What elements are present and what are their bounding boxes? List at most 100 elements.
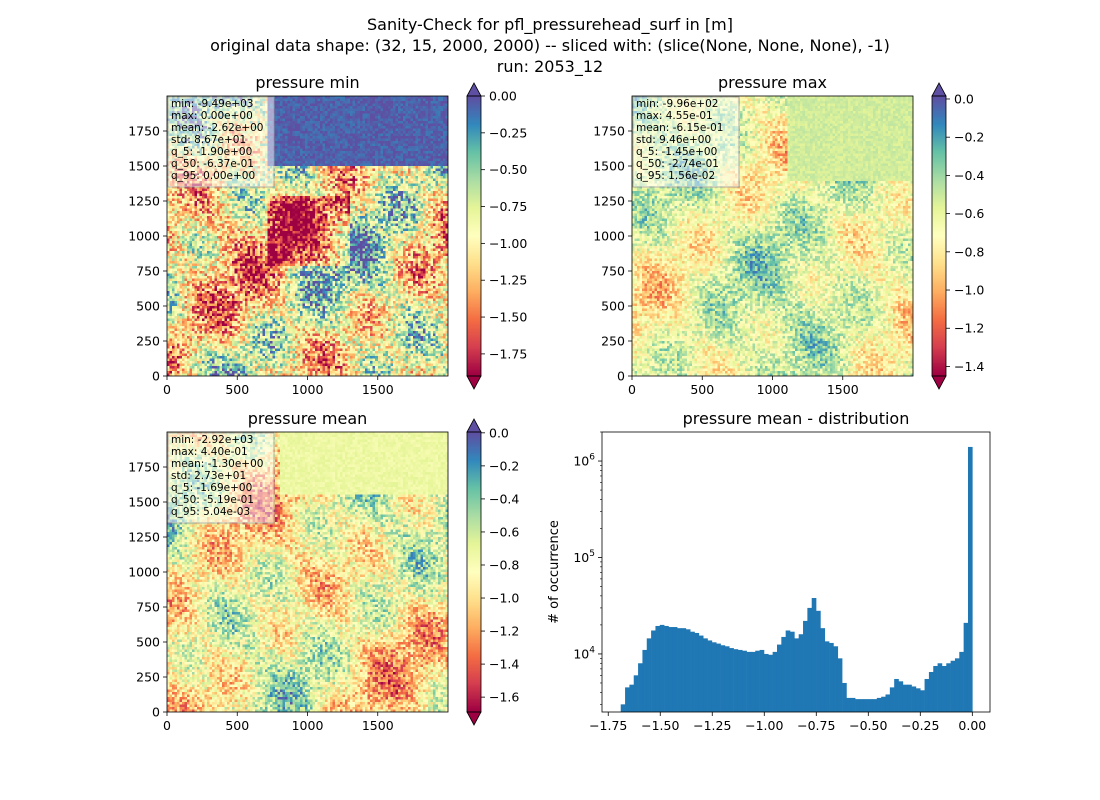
histogram-bar [711, 642, 717, 712]
histogram-bar [872, 699, 878, 712]
histogram-bar [729, 648, 734, 712]
histogram-bar [668, 627, 674, 712]
panels: pressure min 0 500 1000 1500 0 250 500 750 1000 12… [128, 73, 991, 733]
x-tick-label: 0 [163, 382, 171, 397]
panel-title: pressure min [255, 73, 359, 92]
y-tick-label: 1250 [128, 530, 160, 545]
histogram-bar [920, 690, 925, 712]
stats-line: q_95: 5.04e-03 [171, 506, 250, 518]
histogram-bar [664, 625, 669, 712]
colorbar-tick-label: −0.6 [489, 524, 519, 539]
y-tick-label: 1750 [593, 124, 625, 139]
stats-line: q_50: -2.74e-01 [636, 158, 719, 170]
colorbar-tick-label: −1.00 [489, 236, 527, 251]
histogram-bar [707, 640, 713, 712]
y-tick-label: 1250 [128, 194, 160, 209]
colorbar-gradient [467, 432, 481, 712]
histogram-bar [937, 663, 943, 712]
stats-line: std: 8.67e+01 [171, 134, 246, 146]
y-tick-label: 1750 [128, 124, 160, 139]
histogram-bar [963, 622, 969, 712]
colorbar-tick-label: −0.4 [489, 491, 519, 506]
colorbar-tick-label: −1.0 [954, 283, 984, 298]
stats-box-background [167, 96, 275, 188]
histogram-bar [772, 651, 778, 712]
histogram-bar [881, 696, 886, 712]
histogram-bar [811, 598, 817, 712]
x-tick-label: −1.75 [589, 718, 627, 733]
histogram-bar [941, 665, 947, 712]
histogram-bar [781, 636, 786, 712]
histogram-bar [737, 649, 743, 712]
histogram-bar [915, 688, 921, 712]
colorbar-tick-label: −1.0 [489, 591, 519, 606]
histogram-bar [837, 658, 843, 712]
histogram-bar [855, 699, 860, 712]
stats-line: q_95: 0.00e+00 [171, 170, 255, 182]
y-tick-label: 0 [617, 369, 625, 384]
colorbar-tick-label: −1.50 [489, 310, 527, 325]
histogram-bar [690, 631, 695, 712]
heatmap-panel-2: pressure max 0 500 1000 1500 0 250 500 750 1000 12… [593, 73, 984, 397]
histogram-bar [816, 610, 821, 712]
histogram-bar [911, 686, 917, 712]
histogram-bar [885, 694, 891, 712]
histogram-bar [642, 649, 648, 712]
histogram-bar [959, 651, 964, 712]
colorbar-tick-label: −1.6 [489, 690, 519, 705]
histogram-bar [763, 653, 769, 712]
colorbar-tick-label: −1.4 [489, 657, 519, 672]
stats-line: std: 2.73e+01 [171, 470, 246, 482]
histogram-bars [620, 446, 973, 712]
histogram-bar [629, 684, 635, 712]
y-tick-label: 250 [136, 670, 160, 685]
histogram-bar [698, 635, 704, 712]
histogram-bar [768, 654, 773, 712]
x-tick-label: 500 [225, 382, 249, 397]
y-tick-label: 104 [573, 645, 595, 661]
colorbar-tick-label: −0.6 [954, 206, 984, 221]
y-tick-label: 1000 [128, 229, 160, 244]
colorbar-tick-label: −1.2 [489, 624, 519, 639]
stats-line: q_50: -6.37e-01 [171, 158, 254, 170]
x-tick-label: 1500 [362, 382, 394, 397]
histogram-bar [746, 651, 752, 712]
histogram-bar [733, 649, 739, 712]
colorbar-tick-label: −0.2 [954, 130, 984, 145]
panel-title: pressure max [718, 73, 827, 92]
histogram-bar [902, 684, 908, 712]
colorbar-extend-top [931, 82, 947, 97]
histogram-bar [790, 631, 795, 712]
histogram-bar [798, 634, 804, 712]
histogram-bar [633, 675, 639, 712]
histogram-bar [954, 658, 960, 712]
colorbar-tick-label: −0.50 [489, 162, 527, 177]
y-tick-label: 0 [152, 705, 160, 720]
histogram-bar [829, 642, 834, 712]
histogram-bar [651, 630, 656, 712]
histogram-bar [868, 699, 873, 712]
stats-line: mean: -2.62e+00 [171, 122, 263, 134]
y-tick-label: 0 [152, 369, 160, 384]
histogram-bar [655, 625, 661, 712]
stats-line: q_50: -5.19e-01 [171, 494, 254, 506]
colorbar-gradient [467, 96, 481, 376]
y-tick-label: 750 [136, 264, 160, 279]
heatmap-panel-3: pressure mean 0 500 1000 1500 0 250 500 750 1000 1… [128, 409, 519, 733]
stats-line: min: -9.96e+02 [636, 98, 718, 110]
histogram-bar [842, 682, 847, 712]
histogram-bar [659, 624, 665, 712]
figure-title-line-2: original data shape: (32, 15, 2000, 2000… [210, 36, 890, 55]
histogram-bar [924, 678, 930, 712]
y-tick-label: 500 [136, 635, 160, 650]
x-tick-label: −1.00 [745, 718, 783, 733]
colorbar-extend-top [466, 82, 482, 97]
colorbar-tick-label: −1.4 [954, 359, 984, 374]
panel-title: pressure mean - distribution [683, 409, 910, 428]
stats-line: max: 4.40e-01 [171, 446, 248, 458]
colorbar-extend-bottom [466, 375, 482, 390]
histogram-bar [703, 638, 708, 712]
colorbar-tick-label: 0.0 [954, 91, 974, 106]
stats-box-background [167, 432, 275, 524]
